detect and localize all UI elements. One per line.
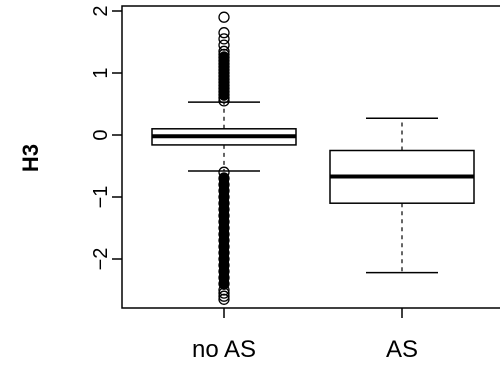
x-tick-label: AS	[386, 336, 418, 363]
x-tick-label: no AS	[192, 336, 256, 363]
y-tick-label: −2	[90, 248, 112, 271]
y-tick-label: 1	[90, 67, 112, 78]
plot-frame	[121, 5, 500, 309]
y-tick-label: 0	[90, 129, 112, 140]
y-tick-label: −1	[90, 186, 112, 209]
outlier-point-high	[218, 39, 230, 51]
outlier-point-high	[218, 11, 230, 23]
outlier-point-high	[218, 27, 230, 39]
outlier-point-low	[218, 290, 230, 302]
outlier-band-high	[219, 51, 229, 101]
y-axis-label: H3	[18, 144, 43, 172]
outlier-point-high	[218, 33, 230, 45]
outlier-point-low	[218, 293, 230, 305]
box-group-as	[329, 117, 475, 274]
box-group-no-as	[151, 11, 297, 305]
y-tick-label: 2	[90, 5, 112, 16]
outlier-band-low	[219, 172, 229, 290]
